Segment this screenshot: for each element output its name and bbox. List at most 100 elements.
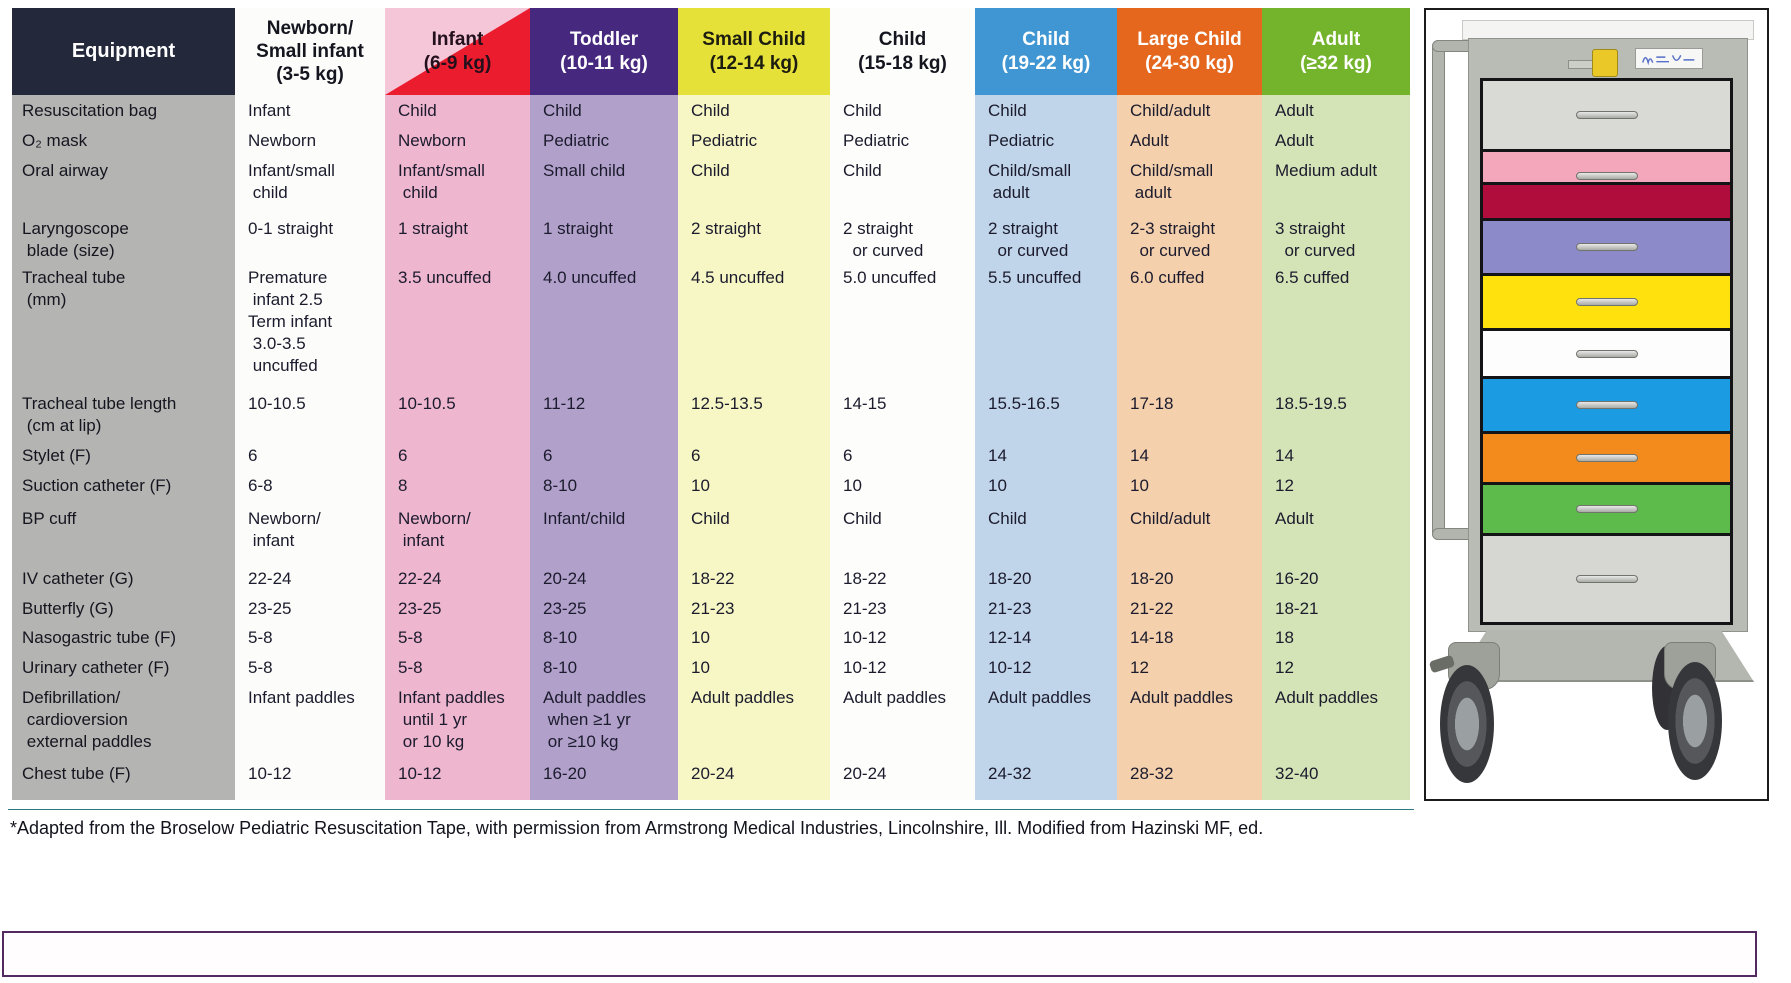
- table-cell: Infant: [235, 95, 385, 125]
- table-cell: 6: [678, 440, 830, 470]
- table-cell: 6: [830, 440, 975, 470]
- table-cell: 17-18: [1117, 388, 1262, 440]
- table-cell: Child: [830, 503, 975, 563]
- table-cell: 21-23: [975, 593, 1117, 622]
- table-cell: Pediatric: [830, 125, 975, 155]
- row-label: BP cuff: [12, 503, 235, 563]
- broselow-equipment-table: Equipment Newborn/ Small infant (3-5 kg) I…: [12, 8, 1410, 800]
- table-cell: 12: [1262, 652, 1410, 682]
- table-cell: Adult paddles: [1262, 682, 1410, 758]
- table-cell: 15.5-16.5: [975, 388, 1117, 440]
- table-cell: 16-20: [530, 758, 678, 800]
- table-cell: Child/adult: [1117, 503, 1262, 563]
- table-cell: 10-10.5: [235, 388, 385, 440]
- table-cell: 18.5-19.5: [1262, 388, 1410, 440]
- table-cell: Newborn: [235, 125, 385, 155]
- cart-front-right-caster: [1668, 662, 1722, 780]
- column-header-label: Infant (6-9 kg): [423, 29, 492, 74]
- table-cell: 5-8: [385, 652, 530, 682]
- table-cell: 3 straight or curved: [1262, 213, 1410, 262]
- column-header-label: Toddler (10-11 kg): [560, 29, 648, 74]
- cart-drawer-stack: [1480, 78, 1733, 625]
- column-header-label: Small Child (12-14 kg): [702, 29, 806, 74]
- drawer-blue: [1483, 379, 1730, 431]
- row-label: Oral airway: [12, 155, 235, 213]
- cart-label-writing-icon: [1642, 55, 1695, 66]
- table-cell: 18-22: [830, 563, 975, 593]
- cart-supply-label: [1635, 48, 1703, 69]
- cart-front-left-caster: [1440, 665, 1494, 783]
- row-label: IV catheter (G): [12, 563, 235, 593]
- red-triangle-icon: [385, 8, 530, 95]
- drawer-handle: [1575, 505, 1638, 513]
- table-cell: 10-10.5: [385, 388, 530, 440]
- table-cell: 14-18: [1117, 622, 1262, 652]
- drawer-orange: [1483, 434, 1730, 482]
- table-cell: 18-22: [678, 563, 830, 593]
- row-label: Tracheal tube length (cm at lip): [12, 388, 235, 440]
- table-cell: 4.5 uncuffed: [678, 262, 830, 388]
- table-cell: 5.0 uncuffed: [830, 262, 975, 388]
- table-cell: Child: [975, 95, 1117, 125]
- drawer-purple: [1483, 221, 1730, 273]
- table-cell: Adult paddles: [1117, 682, 1262, 758]
- table-cell: 1 straight: [530, 213, 678, 262]
- table-cell: 1 straight: [385, 213, 530, 262]
- table-cell: 28-32: [1117, 758, 1262, 800]
- column-header-label: Adult (≥32 kg): [1300, 29, 1372, 74]
- column-header-label: Child (15-18 kg): [858, 29, 947, 74]
- table-cell: 20-24: [830, 758, 975, 800]
- column-header-label: Newborn/ Small infant (3-5 kg): [256, 17, 364, 86]
- drawer-gray-bottom: [1483, 536, 1730, 622]
- column-header: Newborn/ Small infant (3-5 kg): [235, 8, 385, 95]
- table-cell: 24-32: [975, 758, 1117, 800]
- table-cell: 16-20: [1262, 563, 1410, 593]
- table-cell: Newborn/ infant: [235, 503, 385, 563]
- table-cell: 22-24: [235, 563, 385, 593]
- row-label: Butterfly (G): [12, 593, 235, 622]
- table-cell: 8-10: [530, 470, 678, 503]
- table-cell: 23-25: [235, 593, 385, 622]
- table-cell: Premature infant 2.5 Term infant 3.0-3.5…: [235, 262, 385, 388]
- table-cell: 12.5-13.5: [678, 388, 830, 440]
- drawer-crimson: [1483, 185, 1730, 218]
- table-cell: 10-12: [385, 758, 530, 800]
- row-label: Urinary catheter (F): [12, 652, 235, 682]
- table-cell: 10-12: [975, 652, 1117, 682]
- table-cell: 11-12: [530, 388, 678, 440]
- row-label: Chest tube (F): [12, 758, 235, 800]
- cart-lock-icon: [1592, 49, 1618, 77]
- table-cell: 14: [1262, 440, 1410, 470]
- table-cell: 5-8: [385, 622, 530, 652]
- table-cell: 14: [975, 440, 1117, 470]
- table-cell: 6: [235, 440, 385, 470]
- table-cell: Infant paddles: [235, 682, 385, 758]
- table-cell: Newborn/ infant: [385, 503, 530, 563]
- table-cell: 21-23: [678, 593, 830, 622]
- column-header: Adult (≥32 kg): [1262, 8, 1410, 95]
- table-cell: 8-10: [530, 652, 678, 682]
- table-cell: 5-8: [235, 652, 385, 682]
- row-label: Defibrillation/ cardioversion external p…: [12, 682, 235, 758]
- table-cell: 6.0 cuffed: [1117, 262, 1262, 388]
- column-header: Child (15-18 kg): [830, 8, 975, 95]
- table-cell: 12: [1117, 652, 1262, 682]
- table-cell: Small child: [530, 155, 678, 213]
- table-cell: 3.5 uncuffed: [385, 262, 530, 388]
- row-label: Stylet (F): [12, 440, 235, 470]
- bottom-text-box[interactable]: [2, 931, 1757, 977]
- drawer-handle: [1575, 454, 1638, 462]
- table-cell: Child: [678, 155, 830, 213]
- table-cell: 10-12: [830, 652, 975, 682]
- drawer-yellow: [1483, 276, 1730, 328]
- table-cell: Infant paddles until 1 yr or 10 kg: [385, 682, 530, 758]
- table-cell: 14: [1117, 440, 1262, 470]
- drawer-gray-top: [1483, 81, 1730, 149]
- cart-push-handle: [1432, 40, 1445, 540]
- drawer-green: [1483, 485, 1730, 533]
- table-cell: 8-10: [530, 622, 678, 652]
- table-cell: Pediatric: [530, 125, 678, 155]
- column-header: Infant (6-9 kg): [385, 8, 530, 95]
- table-cell: Pediatric: [975, 125, 1117, 155]
- table-cell: Medium adult: [1262, 155, 1410, 213]
